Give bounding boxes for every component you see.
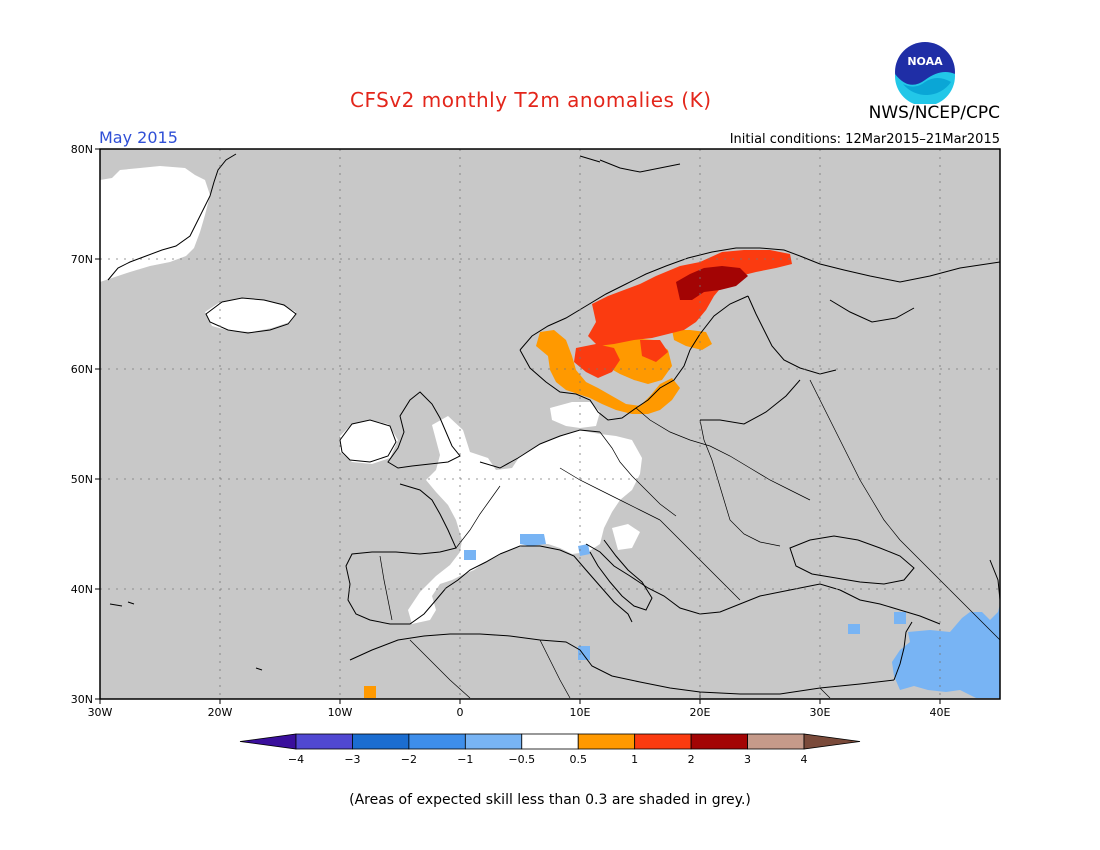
legend-label: −1 [457, 753, 473, 766]
noaa-logo: NOAA [895, 42, 955, 104]
legend-label: 4 [801, 753, 808, 766]
lon-label-10w: 10W [328, 706, 353, 719]
map-frame [99, 148, 1001, 700]
legend-label: −3 [344, 753, 360, 766]
cool-anomaly-patches [464, 534, 1000, 698]
lat-label-80n: 80N [71, 143, 93, 156]
anomaly-map: 80N 70N 60N 50N 40N 30N 30W 20W 10W 0 10… [71, 143, 1001, 766]
legend-swatch [352, 733, 410, 750]
lon-label-30e: 30E [810, 706, 831, 719]
legend-label: −4 [288, 753, 304, 766]
legend-swatch [577, 733, 636, 750]
legend-swatch [464, 733, 523, 750]
legend-swatch [521, 733, 579, 750]
graticule [100, 149, 1000, 699]
legend-label: 2 [688, 753, 695, 766]
borders [379, 379, 1001, 699]
chart-title: CFSv2 monthly T2m anomalies (K) [350, 88, 712, 112]
legend-label: −2 [401, 753, 417, 766]
noaa-logo-text: NOAA [907, 55, 943, 68]
legend-swatch [747, 733, 805, 750]
map-background [100, 149, 1000, 699]
lon-label-20w: 20W [208, 706, 233, 719]
legend-swatch [295, 733, 353, 750]
color-legend: −4 −3 −2 −1 −0.5 0.5 1 2 3 4 [239, 733, 861, 766]
legend-swatch [634, 733, 692, 750]
legend-label: 3 [744, 753, 751, 766]
legend-label: −0.5 [508, 753, 535, 766]
lat-label-40n: 40N [71, 583, 93, 596]
latitude-labels: 80N 70N 60N 50N 40N 30N [71, 143, 93, 706]
legend-swatch-max [803, 733, 861, 750]
lon-label-10e: 10E [570, 706, 591, 719]
lat-label-30n: 30N [71, 693, 93, 706]
legend-label: 1 [631, 753, 638, 766]
lat-label-60n: 60N [71, 363, 93, 376]
initial-conditions: Initial conditions: 12Mar2015–21Mar2015 [729, 132, 1000, 147]
lon-label-30w: 30W [88, 706, 113, 719]
legend-swatch [690, 733, 748, 750]
iceland-area [205, 298, 296, 332]
longitude-labels: 30W 20W 10W 0 10E 20E 30E 40E [88, 706, 951, 719]
greenland-area [100, 166, 210, 282]
lon-label-20e: 20E [690, 706, 711, 719]
skill-note: (Areas of expected skill less than 0.3 a… [349, 792, 751, 808]
lon-label-0: 0 [457, 706, 464, 719]
forecast-month: May 2015 [99, 128, 178, 147]
scandinavia-warm-2-3 [676, 266, 748, 300]
lon-label-40e: 40E [930, 706, 951, 719]
lat-label-70n: 70N [71, 253, 93, 266]
legend-swatch-min [239, 733, 297, 750]
legend-swatch [408, 733, 466, 750]
axis-ticks [95, 148, 941, 704]
organization-label: NWS/NCEP/CPC [868, 103, 1000, 123]
western-europe-neutral [340, 402, 642, 624]
lat-label-50n: 50N [71, 473, 93, 486]
legend-label: 0.5 [569, 753, 587, 766]
